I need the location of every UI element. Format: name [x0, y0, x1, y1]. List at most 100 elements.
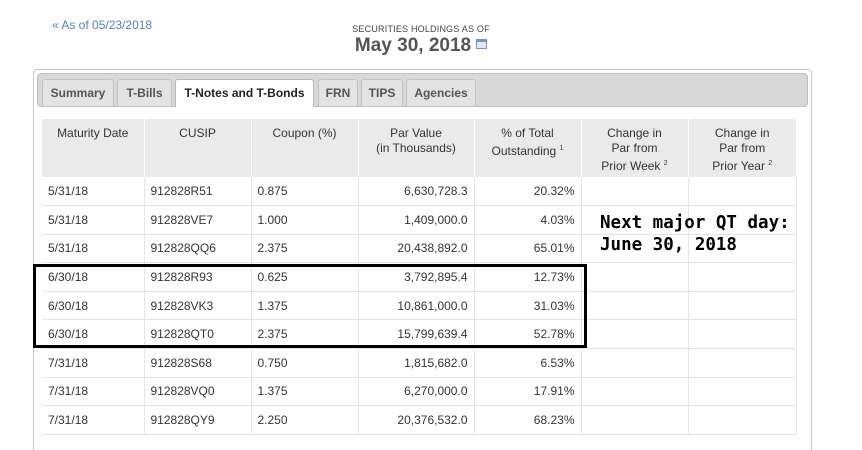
col-pct-outstanding[interactable]: % of Total Outstanding 1	[473, 119, 581, 177]
cell-pct-outstanding: 17.91%	[474, 377, 582, 407]
cell-par-value: 1,409,000.0	[358, 205, 475, 235]
table-row: 6/30/18 912828QT0 2.375 15,799,639.4 52.78%	[42, 319, 797, 350]
qt-annotation: Next major QT day: June 30, 2018	[600, 212, 790, 256]
cell-pct-outstanding: 20.32%	[474, 177, 582, 207]
cell-cusip: 912828VQ0	[144, 377, 252, 407]
cell-pct-outstanding: 12.73%	[474, 262, 582, 292]
table-header-row: Maturity Date CUSIP Coupon (%) Par Value…	[42, 119, 796, 177]
table-row: 5/31/18 912828QQ6 2.375 20,438,892.0 65.01%	[42, 234, 797, 264]
page-header: SECURITIES HOLDINGS AS OF May 30, 2018	[0, 24, 842, 57]
cell-maturity: 6/30/18	[42, 262, 145, 292]
table-row: 7/31/18 912828QY9 2.250 20,376,532.0 68.23%	[42, 405, 797, 435]
cell-coupon: 0.625	[251, 262, 359, 292]
cell-coupon: 2.250	[251, 405, 359, 435]
cell-change-week	[581, 319, 689, 350]
annotation-line-2: June 30, 2018	[600, 235, 737, 255]
cell-par-value: 10,861,000.0	[358, 291, 475, 321]
header-subtitle: SECURITIES HOLDINGS AS OF	[352, 24, 490, 34]
cell-change-year	[688, 319, 797, 350]
tab-t-bills[interactable]: T-Bills	[117, 79, 172, 106]
col-coupon[interactable]: Coupon (%)	[250, 119, 358, 177]
table-row: 5/31/18 912828VE7 1.000 1,409,000.0 4.03%	[42, 205, 797, 235]
cell-cusip: 912828VK3	[144, 291, 252, 321]
cell-cusip: 912828QQ6	[144, 234, 252, 264]
cell-par-value: 3,792,895.4	[358, 262, 475, 292]
calendar-icon[interactable]	[476, 38, 488, 49]
cell-change-year	[688, 405, 797, 435]
col-maturity-date[interactable]: Maturity Date	[42, 119, 144, 177]
cell-change-year	[688, 377, 797, 407]
cell-par-value: 6,630,728.3	[358, 177, 475, 207]
cell-change-week	[581, 348, 689, 378]
cell-maturity: 7/31/18	[42, 405, 145, 435]
cell-pct-outstanding: 68.23%	[474, 405, 582, 435]
tab-frn[interactable]: FRN	[318, 79, 358, 106]
tab-bar: Summary T-Bills T-Notes and T-Bonds FRN …	[37, 73, 808, 107]
col-change-week[interactable]: Change in Par from Prior Week 2	[580, 119, 688, 177]
cell-maturity: 7/31/18	[42, 348, 145, 378]
cell-pct-outstanding: 6.53%	[474, 348, 582, 378]
cell-change-year	[688, 291, 797, 321]
cell-change-year	[688, 262, 797, 292]
col-change-year[interactable]: Change in Par from Prior Year 2	[687, 119, 796, 177]
cell-change-year	[688, 234, 797, 264]
header-date: May 30, 2018	[0, 35, 842, 57]
cell-par-value: 15,799,639.4	[358, 319, 475, 350]
cell-change-year	[688, 205, 797, 235]
cell-pct-outstanding: 31.03%	[474, 291, 582, 321]
cell-change-week	[581, 405, 689, 435]
cell-cusip: 912828R51	[144, 177, 252, 207]
cell-coupon: 1.000	[251, 205, 359, 235]
cell-cusip: 912828VE7	[144, 205, 252, 235]
table-row: 6/30/18 912828R93 0.625 3,792,895.4 12.73%	[42, 262, 797, 292]
cell-maturity: 6/30/18	[42, 291, 145, 321]
cell-coupon: 2.375	[251, 319, 359, 350]
cell-cusip: 912828S68	[144, 348, 252, 378]
cell-change-year	[688, 177, 797, 207]
holdings-date: May 30, 2018	[354, 35, 472, 56]
table-row: 6/30/18 912828VK3 1.375 10,861,000.0 31.03%	[42, 291, 797, 321]
col-cusip[interactable]: CUSIP	[143, 119, 251, 177]
cell-cusip: 912828QT0	[144, 319, 252, 350]
cell-change-week	[581, 377, 689, 407]
col-par-value[interactable]: Par Value (in Thousands)	[357, 119, 474, 177]
cell-coupon: 0.750	[251, 348, 359, 378]
cell-change-year	[688, 348, 797, 378]
cell-cusip: 912828QY9	[144, 405, 252, 435]
highlight-box	[33, 264, 587, 348]
cell-par-value: 20,438,892.0	[358, 234, 475, 264]
cell-maturity: 5/31/18	[42, 205, 145, 235]
cell-cusip: 912828R93	[144, 262, 252, 292]
cell-maturity: 6/30/18	[42, 319, 145, 350]
footnote-2: 2	[663, 160, 668, 167]
cell-coupon: 1.375	[251, 291, 359, 321]
cell-maturity: 5/31/18	[42, 234, 145, 264]
cell-maturity: 7/31/18	[42, 377, 145, 407]
tab-tips[interactable]: TIPS	[361, 79, 403, 106]
tab-t-notes-and-t-bonds[interactable]: T-Notes and T-Bonds	[175, 79, 314, 107]
holdings-panel: Summary T-Bills T-Notes and T-Bonds FRN …	[33, 69, 812, 450]
cell-par-value: 20,376,532.0	[358, 405, 475, 435]
back-link[interactable]: « As of 05/23/2018	[52, 18, 153, 32]
cell-change-week	[581, 262, 689, 292]
cell-coupon: 2.375	[251, 234, 359, 264]
cell-change-week	[581, 234, 689, 264]
footnote-2: 2	[768, 160, 773, 167]
cell-par-value: 6,270,000.0	[358, 377, 475, 407]
table-row: 5/31/18 912828R51 0.875 6,630,728.3 20.32%	[42, 177, 797, 207]
cell-change-week	[581, 177, 689, 207]
cell-change-week	[581, 291, 689, 321]
cell-pct-outstanding: 52.78%	[474, 319, 582, 350]
tab-summary[interactable]: Summary	[42, 79, 114, 106]
cell-maturity: 5/31/18	[42, 177, 145, 207]
cell-coupon: 0.875	[251, 177, 359, 207]
cell-pct-outstanding: 4.03%	[474, 205, 582, 235]
holdings-table: Maturity Date CUSIP Coupon (%) Par Value…	[42, 119, 797, 435]
cell-coupon: 1.375	[251, 377, 359, 407]
annotation-line-1: Next major QT day:	[600, 213, 790, 233]
tab-agencies[interactable]: Agencies	[406, 79, 476, 106]
cell-par-value: 1,815,682.0	[358, 348, 475, 378]
table-row: 7/31/18 912828S68 0.750 1,815,682.0 6.53%	[42, 348, 797, 378]
table-row: 7/31/18 912828VQ0 1.375 6,270,000.0 17.91%	[42, 377, 797, 407]
footnote-1: 1	[559, 145, 564, 152]
